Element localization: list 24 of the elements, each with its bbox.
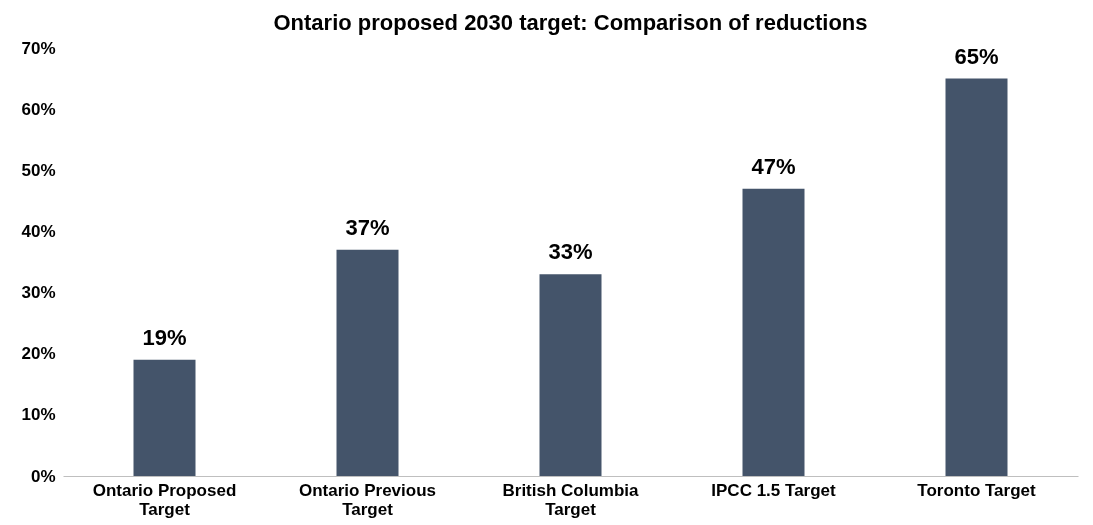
- chart-title: Ontario proposed 2030 target: Comparison of reductions: [273, 10, 868, 35]
- data-label: 19%: [142, 324, 187, 350]
- y-tick-label: 20%: [21, 344, 56, 364]
- data-label: 33%: [548, 239, 593, 265]
- x-tick-label: British Columbia Target: [502, 480, 640, 519]
- bar: [133, 359, 196, 476]
- data-label: 37%: [345, 214, 390, 240]
- data-label: 65%: [954, 43, 999, 69]
- x-tick-label: IPCC 1.5 Target: [711, 480, 837, 500]
- bar: [539, 274, 602, 476]
- y-tick-label: 40%: [21, 221, 56, 241]
- x-tick-label: Toronto Target: [917, 480, 1037, 500]
- y-tick-label: 10%: [21, 405, 56, 425]
- y-tick-label: 70%: [21, 38, 56, 58]
- data-label: 47%: [751, 153, 796, 179]
- x-tick-label: Ontario Previous Target: [299, 480, 436, 519]
- bar: [742, 188, 805, 476]
- y-tick-label: 60%: [21, 99, 56, 119]
- y-tick-label: 50%: [21, 160, 56, 180]
- bar: [336, 249, 399, 476]
- y-tick-label: 0%: [30, 466, 56, 486]
- y-tick-label: 30%: [21, 283, 56, 303]
- bar: [945, 78, 1008, 476]
- x-tick-label: Ontario Proposed Target: [92, 480, 237, 519]
